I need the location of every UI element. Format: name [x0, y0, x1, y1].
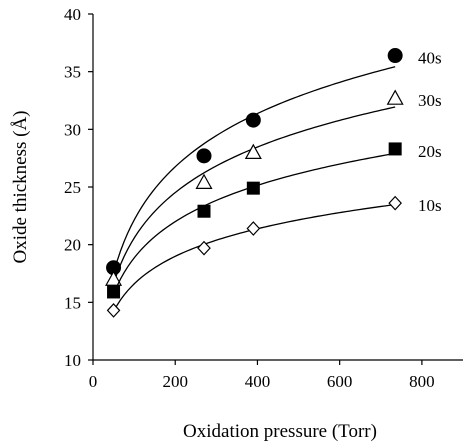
point-30s-1	[195, 173, 213, 189]
point-20s-0	[107, 285, 121, 299]
fit-curve-10s	[112, 203, 396, 312]
y-tick-label-20: 20	[64, 236, 81, 255]
x-tick-label-400: 400	[245, 372, 271, 391]
y-axis-label: Oxide thickness (Å)	[10, 110, 31, 263]
point-40s-2	[245, 112, 261, 128]
series-label-20s: 20s	[418, 142, 442, 161]
point-30s-3	[386, 89, 404, 105]
point-40s-1	[196, 148, 212, 164]
point-10s-0	[106, 303, 121, 318]
y-tick-label-35: 35	[64, 63, 81, 82]
x-tick-label-800: 800	[409, 372, 435, 391]
y-tick-label-40: 40	[64, 5, 81, 24]
point-30s-2	[244, 143, 262, 159]
series-label-30s: 30s	[418, 91, 442, 110]
point-20s-3	[388, 142, 402, 156]
point-10s-1	[197, 240, 211, 256]
point-30s-0	[105, 270, 123, 286]
y-tick-label-25: 25	[64, 178, 81, 197]
y-tick-label-15: 15	[64, 293, 81, 312]
fit-curve-40s	[112, 66, 396, 274]
y-tick-label-30: 30	[64, 120, 81, 139]
point-20s-2	[246, 181, 260, 195]
x-tick-label-200: 200	[162, 372, 188, 391]
point-10s-2	[246, 221, 261, 236]
y-tick-label-10: 10	[64, 351, 81, 370]
x-axis-label: Oxidation pressure (Torr)	[183, 421, 377, 442]
point-10s-3	[388, 195, 402, 211]
x-tick-label-600: 600	[327, 372, 353, 391]
x-tick-label-0: 0	[89, 372, 98, 391]
point-40s-3	[387, 48, 403, 64]
series-label-40s: 40s	[418, 49, 442, 68]
point-20s-1	[197, 204, 211, 218]
fit-curve-30s	[112, 106, 396, 284]
series-label-10s: 10s	[418, 196, 442, 215]
